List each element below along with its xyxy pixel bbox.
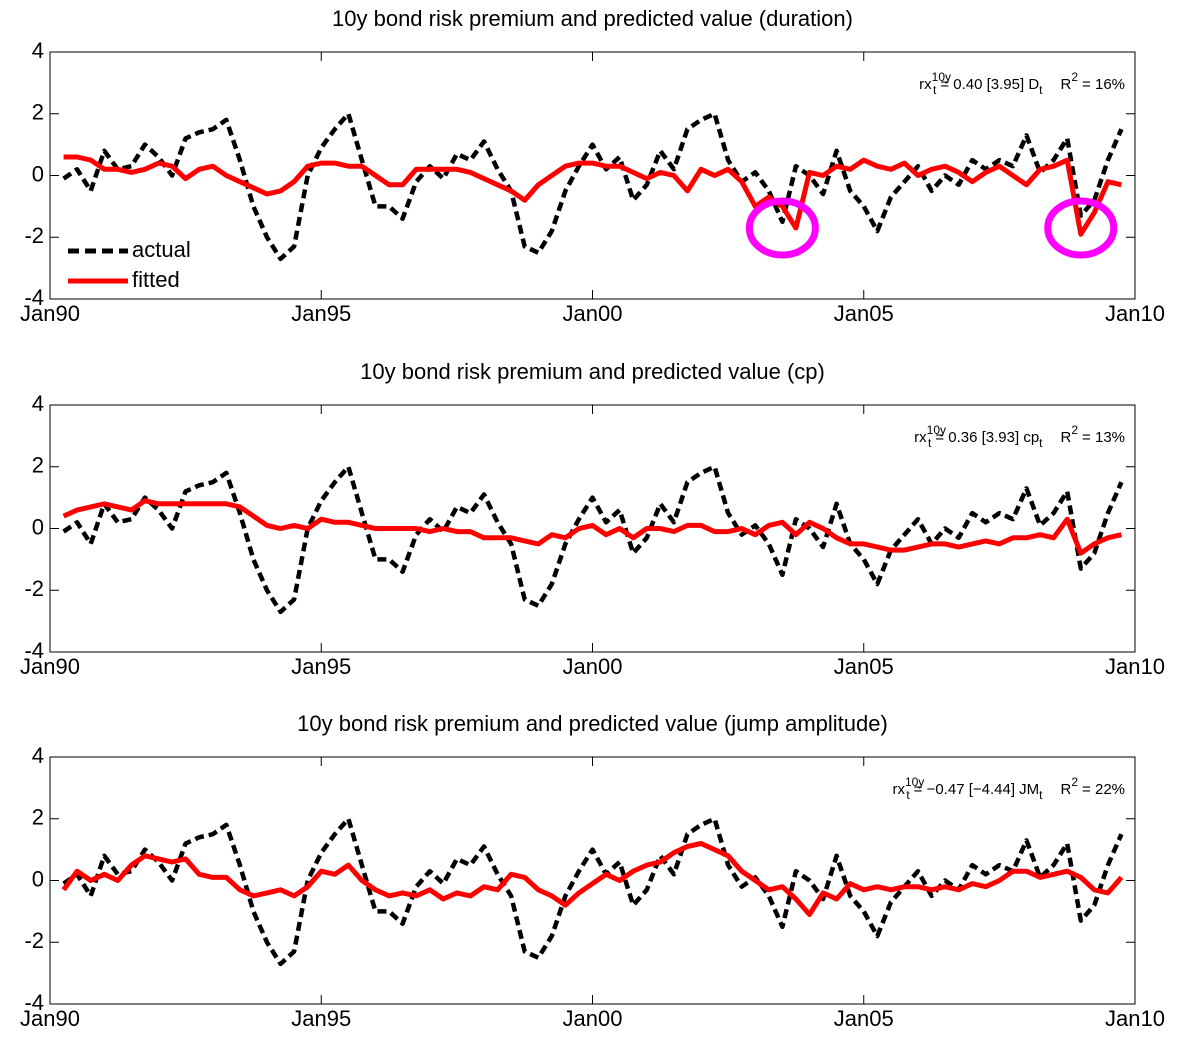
x-tick-label: Jan05: [834, 654, 894, 679]
y-tick-label: 0: [32, 161, 44, 186]
y-tick-label: 2: [32, 805, 44, 830]
legend-label: fitted: [132, 267, 180, 292]
annotation-part: 2: [1071, 423, 1078, 437]
annotation-part: t: [1039, 83, 1043, 97]
highlight-circle: [1044, 197, 1118, 259]
plot-frame: [49, 404, 1136, 653]
x-tick-label: Jan05: [834, 301, 894, 326]
x-tick-label: Jan00: [563, 654, 623, 679]
y-tick-label: -2: [24, 928, 44, 953]
x-tick-label: Jan00: [563, 1006, 623, 1031]
x-tick-label: Jan10: [1105, 301, 1165, 326]
annotation-part: t: [1039, 788, 1043, 802]
annotation-part: t: [933, 83, 937, 97]
y-tick-label: -2: [24, 223, 44, 248]
annotation-part: rx: [914, 429, 927, 446]
x-tick-label: Jan10: [1105, 654, 1165, 679]
annotation-part: rx: [892, 781, 905, 798]
annotation-part: t: [1039, 436, 1043, 450]
annotation-part: = 22%: [1082, 781, 1125, 798]
highlight-circle: [745, 197, 819, 259]
y-tick-label: 2: [32, 100, 44, 125]
series-line: [61, 841, 1124, 917]
x-tick-label: Jan90: [20, 654, 80, 679]
series-line: [62, 111, 1124, 262]
y-tick-label: -4: [24, 285, 44, 310]
x-tick-label: Jan00: [563, 301, 623, 326]
x-tick-label: Jan10: [1105, 1006, 1165, 1031]
annotation-part: rx: [919, 76, 932, 93]
series-line: [62, 498, 1122, 556]
annotation-part: = 13%: [1082, 429, 1125, 446]
y-tick-label: 0: [32, 514, 44, 539]
y-tick-label: -4: [24, 990, 44, 1015]
series-line: [62, 816, 1124, 967]
x-tick-label: Jan05: [834, 1006, 894, 1031]
chart-title: 10y bond risk premium and predicted valu…: [360, 359, 825, 384]
annotation-part: 2: [1071, 70, 1078, 84]
x-tick-label: Jan95: [291, 1006, 351, 1031]
annotation-part: R: [1061, 429, 1072, 446]
annotation-part: R: [1061, 76, 1072, 93]
series-line: [62, 464, 1124, 615]
chart-title: 10y bond risk premium and predicted valu…: [332, 6, 853, 31]
x-tick-label: Jan90: [20, 301, 80, 326]
annotation-part: 10y: [927, 423, 946, 437]
annotation-part: 10y: [905, 775, 924, 789]
y-tick-label: 4: [32, 743, 44, 768]
x-tick-label: Jan95: [291, 654, 351, 679]
series-line: [63, 154, 1122, 237]
annotation-part: 2: [1071, 775, 1078, 789]
regression-annotation: rx10y t = 0.40 [3.95] Dt R2 = 16%: [919, 70, 1125, 97]
annotation-part: = 0.36 [3.93] cp: [935, 429, 1039, 446]
annotation-part: 10y: [932, 70, 951, 84]
annotation-part: t: [928, 436, 932, 450]
y-tick-label: 4: [32, 391, 44, 416]
chart-title: 10y bond risk premium and predicted valu…: [297, 711, 888, 736]
y-tick-label: 2: [32, 453, 44, 478]
y-tick-label: -4: [24, 638, 44, 663]
annotation-part: R: [1061, 781, 1072, 798]
annotation-part: = 0.40 [3.95] D: [940, 76, 1039, 93]
y-tick-label: 4: [32, 38, 44, 63]
y-tick-label: -2: [24, 576, 44, 601]
x-tick-label: Jan95: [291, 301, 351, 326]
regression-annotation: rx10y t = 0.36 [3.93] cpt R2 = 13%: [914, 423, 1125, 450]
legend-label: actual: [132, 237, 191, 262]
regression-annotation: rx10y t = −0.47 [−4.44] JMt R2 = 22%: [892, 775, 1125, 802]
annotation-part: = −0.47 [−4.44] JM: [914, 781, 1040, 798]
annotation-part: = 16%: [1082, 76, 1125, 93]
x-tick-label: Jan90: [20, 1006, 80, 1031]
y-tick-label: 0: [32, 866, 44, 891]
annotation-part: t: [906, 788, 910, 802]
